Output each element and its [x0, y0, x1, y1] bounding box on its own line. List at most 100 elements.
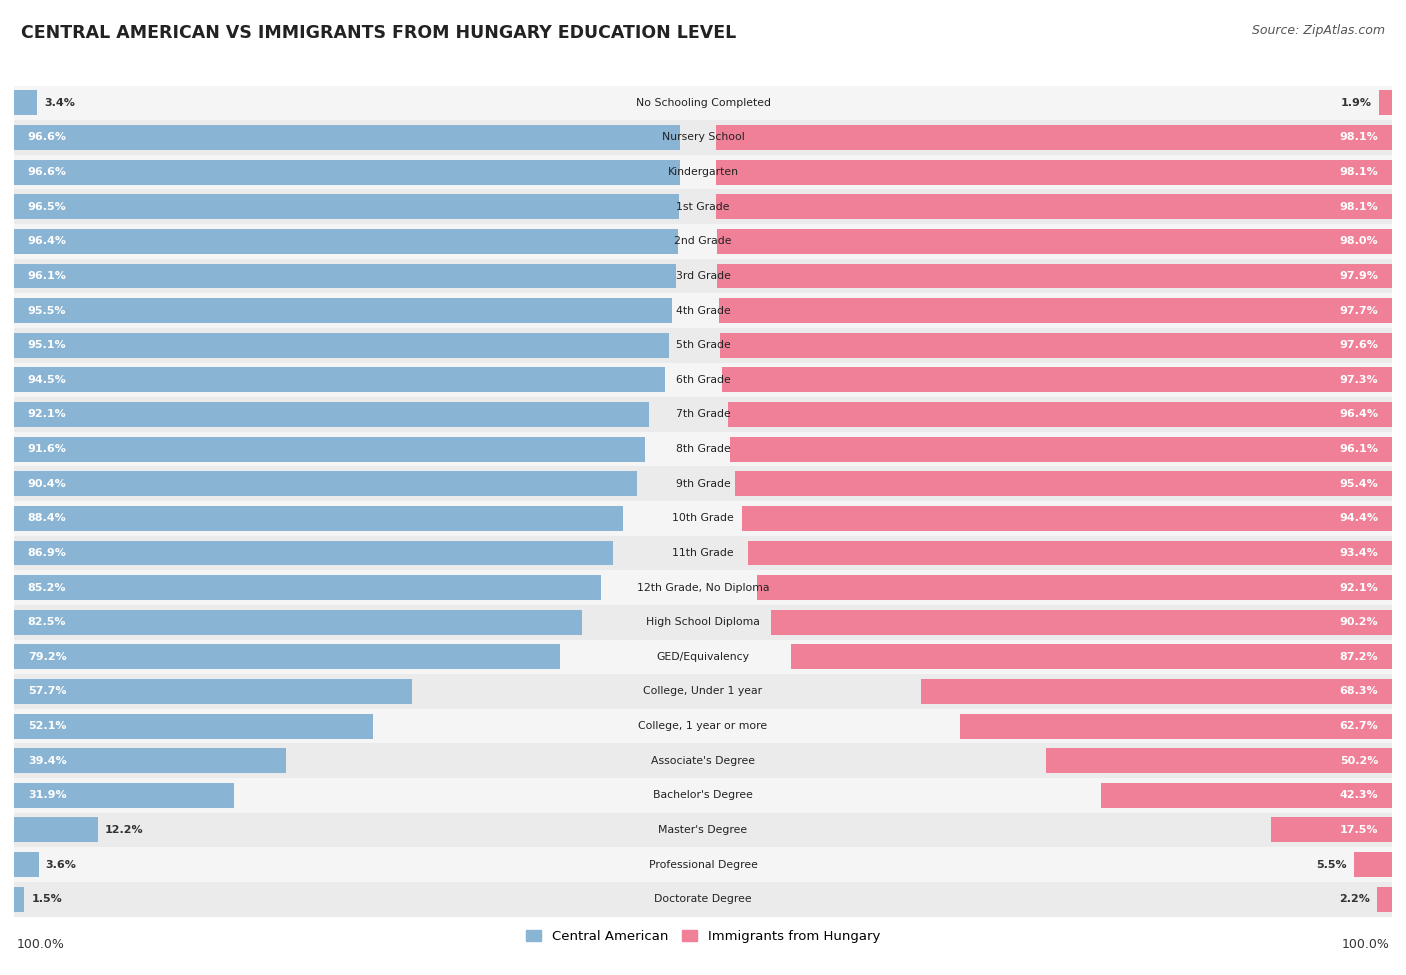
Text: 79.2%: 79.2%	[28, 652, 66, 662]
Text: 2.2%: 2.2%	[1339, 894, 1369, 904]
Text: 94.4%: 94.4%	[1339, 514, 1378, 524]
Bar	[770, 609, 1392, 635]
Text: 96.6%: 96.6%	[28, 167, 67, 177]
Text: 1.9%: 1.9%	[1341, 98, 1372, 108]
Text: 4th Grade: 4th Grade	[676, 305, 730, 316]
Bar	[716, 125, 1392, 150]
Bar	[14, 189, 1392, 224]
Bar	[14, 432, 1392, 466]
Bar	[14, 852, 39, 878]
Bar	[14, 714, 373, 738]
Bar	[14, 160, 679, 184]
Text: 96.5%: 96.5%	[28, 202, 66, 212]
Bar	[14, 501, 1392, 535]
Bar	[14, 679, 412, 704]
Text: 90.2%: 90.2%	[1340, 617, 1378, 627]
Text: 11th Grade: 11th Grade	[672, 548, 734, 558]
Legend: Central American, Immigrants from Hungary: Central American, Immigrants from Hungar…	[520, 924, 886, 948]
Text: 96.4%: 96.4%	[28, 236, 67, 247]
Bar	[748, 540, 1392, 566]
Bar	[720, 332, 1392, 358]
Bar	[14, 778, 1392, 812]
Text: 86.9%: 86.9%	[28, 548, 66, 558]
Text: Kindergarten: Kindergarten	[668, 167, 738, 177]
Text: Bachelor's Degree: Bachelor's Degree	[652, 791, 754, 800]
Bar	[741, 506, 1392, 530]
Text: 95.1%: 95.1%	[28, 340, 66, 350]
Bar	[14, 402, 648, 427]
Text: No Schooling Completed: No Schooling Completed	[636, 98, 770, 108]
Text: 97.6%: 97.6%	[1340, 340, 1378, 350]
Text: 95.4%: 95.4%	[1340, 479, 1378, 488]
Bar	[14, 783, 233, 807]
Bar	[14, 644, 560, 669]
Text: 5.5%: 5.5%	[1316, 860, 1347, 870]
Text: Source: ZipAtlas.com: Source: ZipAtlas.com	[1251, 24, 1385, 37]
Bar	[14, 847, 1392, 881]
Bar	[718, 298, 1392, 323]
Bar	[14, 224, 1392, 258]
Text: 96.1%: 96.1%	[1340, 444, 1378, 454]
Bar	[14, 743, 1392, 778]
Text: Professional Degree: Professional Degree	[648, 860, 758, 870]
Text: Nursery School: Nursery School	[662, 133, 744, 142]
Bar	[14, 263, 676, 289]
Bar	[14, 298, 672, 323]
Bar	[14, 540, 613, 566]
Text: 94.5%: 94.5%	[28, 374, 66, 385]
Text: 68.3%: 68.3%	[1340, 686, 1378, 696]
Bar	[792, 644, 1392, 669]
Bar	[14, 812, 1392, 847]
Bar	[1271, 817, 1392, 842]
Bar	[717, 263, 1392, 289]
Text: Master's Degree: Master's Degree	[658, 825, 748, 835]
Bar	[14, 604, 1392, 640]
Text: 1st Grade: 1st Grade	[676, 202, 730, 212]
Bar	[14, 466, 1392, 501]
Text: 31.9%: 31.9%	[28, 791, 66, 800]
Text: 10th Grade: 10th Grade	[672, 514, 734, 524]
Text: 85.2%: 85.2%	[28, 583, 66, 593]
Text: 8th Grade: 8th Grade	[676, 444, 730, 454]
Bar	[1376, 886, 1392, 912]
Text: 7th Grade: 7th Grade	[676, 410, 730, 419]
Bar	[14, 125, 679, 150]
Bar	[14, 332, 669, 358]
Bar	[14, 368, 665, 392]
Bar	[14, 194, 679, 219]
Text: 95.5%: 95.5%	[28, 305, 66, 316]
Bar	[14, 506, 623, 530]
Bar	[14, 86, 1392, 120]
Text: 12.2%: 12.2%	[105, 825, 143, 835]
Text: 96.6%: 96.6%	[28, 133, 67, 142]
Text: 90.4%: 90.4%	[28, 479, 66, 488]
Text: 2nd Grade: 2nd Grade	[675, 236, 731, 247]
Bar	[14, 570, 1392, 604]
Text: 62.7%: 62.7%	[1340, 722, 1378, 731]
Bar	[14, 709, 1392, 743]
Text: 96.4%: 96.4%	[1339, 410, 1378, 419]
Text: High School Diploma: High School Diploma	[647, 617, 759, 627]
Text: 5th Grade: 5th Grade	[676, 340, 730, 350]
Bar	[14, 886, 24, 912]
Bar	[758, 575, 1392, 600]
Bar	[735, 471, 1392, 496]
Text: 97.3%: 97.3%	[1340, 374, 1378, 385]
Bar	[1379, 91, 1392, 115]
Text: 97.9%: 97.9%	[1340, 271, 1378, 281]
Text: 98.0%: 98.0%	[1340, 236, 1378, 247]
Bar	[14, 609, 582, 635]
Text: 87.2%: 87.2%	[1340, 652, 1378, 662]
Text: 3.6%: 3.6%	[46, 860, 76, 870]
Bar	[1354, 852, 1392, 878]
Bar	[14, 397, 1392, 432]
Text: 92.1%: 92.1%	[1340, 583, 1378, 593]
Bar	[721, 368, 1392, 392]
Bar	[730, 437, 1392, 461]
Text: 39.4%: 39.4%	[28, 756, 66, 765]
Bar	[728, 402, 1392, 427]
Text: 98.1%: 98.1%	[1340, 133, 1378, 142]
Text: CENTRAL AMERICAN VS IMMIGRANTS FROM HUNGARY EDUCATION LEVEL: CENTRAL AMERICAN VS IMMIGRANTS FROM HUNG…	[21, 24, 737, 42]
Text: 50.2%: 50.2%	[1340, 756, 1378, 765]
Text: 6th Grade: 6th Grade	[676, 374, 730, 385]
